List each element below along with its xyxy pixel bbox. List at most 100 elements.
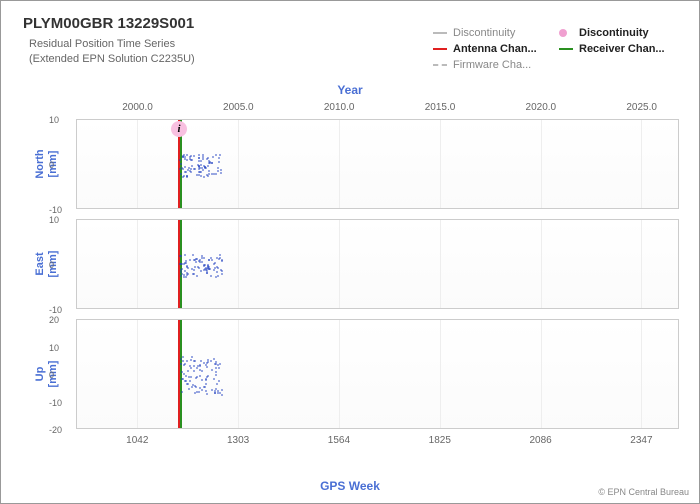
data-point — [186, 272, 188, 274]
data-point — [180, 363, 182, 365]
bottom-axis-title: GPS Week — [320, 479, 380, 493]
data-point — [208, 268, 210, 270]
data-point — [206, 376, 208, 378]
data-point — [193, 155, 195, 157]
data-point — [211, 259, 213, 261]
data-point — [210, 257, 212, 259]
data-point — [189, 365, 191, 367]
data-point — [181, 391, 183, 393]
data-point — [199, 364, 201, 366]
data-point — [191, 165, 193, 167]
data-point — [189, 259, 191, 261]
legend-swatch — [433, 32, 447, 34]
gridline — [137, 120, 138, 208]
subtitle-line1: Residual Position Time Series — [29, 38, 175, 50]
data-point — [200, 360, 202, 362]
chart-title: PLYM00GBR 13229S001 — [23, 15, 194, 32]
legend-label: Discontinuity — [453, 27, 553, 39]
data-point — [185, 262, 187, 264]
xtick-bottom: 1042 — [126, 435, 148, 446]
ytick: -10 — [49, 305, 62, 315]
chart-subtitle: Residual Position Time Series (Extended … — [29, 37, 195, 68]
subtitle-line2: (Extended EPN Solution C2235U) — [29, 53, 195, 65]
legend: DiscontinuityDiscontinuityAntenna Chan..… — [433, 27, 679, 71]
data-point — [190, 155, 192, 157]
data-point — [211, 369, 213, 371]
data-point — [197, 266, 199, 268]
data-point — [199, 375, 201, 377]
gridline — [339, 120, 340, 208]
data-point — [211, 389, 213, 391]
data-point — [207, 361, 209, 363]
data-point — [194, 266, 196, 268]
data-point — [182, 168, 184, 170]
data-point — [182, 360, 184, 362]
gridline — [238, 320, 239, 428]
xtick-top: 2000.0 — [122, 102, 153, 113]
data-point — [218, 157, 220, 159]
panel-east: East [mm] -10010 — [76, 219, 679, 309]
data-point — [207, 265, 209, 267]
data-point — [205, 364, 207, 366]
data-point — [182, 356, 184, 358]
ylabel-east: East [mm] — [34, 234, 60, 294]
data-point — [217, 167, 219, 169]
ytick: 0 — [49, 260, 54, 270]
ytick: 20 — [49, 315, 59, 325]
data-point — [220, 172, 222, 174]
data-point — [215, 154, 217, 156]
data-point — [204, 264, 206, 266]
data-point — [183, 175, 185, 177]
data-point — [184, 380, 186, 382]
plot-area: North [mm] 2000.02005.02010.02015.02020.… — [76, 119, 679, 459]
panel-up: Up [mm] 104213031564182520862347-20-1001… — [76, 319, 679, 429]
xtick-bottom: 1825 — [429, 435, 451, 446]
legend-label: Antenna Chan... — [453, 43, 553, 55]
data-point — [205, 383, 207, 385]
data-point — [200, 270, 202, 272]
data-point — [201, 370, 203, 372]
data-point — [216, 271, 218, 273]
data-point — [193, 365, 195, 367]
data-point — [201, 389, 203, 391]
ytick: 10 — [49, 343, 59, 353]
data-point — [205, 379, 207, 381]
ytick: -10 — [49, 398, 62, 408]
data-point — [207, 165, 209, 167]
data-point — [203, 386, 205, 388]
data-point — [194, 360, 196, 362]
panel-north: North [mm] 2000.02005.02010.02015.02020.… — [76, 119, 679, 209]
legend-swatch — [433, 48, 447, 50]
data-point — [221, 389, 223, 391]
data-point — [180, 163, 182, 165]
data-point — [195, 377, 197, 379]
data-point — [210, 360, 212, 362]
data-point — [213, 173, 215, 175]
data-point — [215, 367, 217, 369]
legend-swatch — [559, 29, 567, 37]
data-point — [190, 376, 192, 378]
data-point — [193, 370, 195, 372]
data-point — [194, 385, 196, 387]
gridline — [541, 320, 542, 428]
data-point — [186, 360, 188, 362]
data-point — [208, 259, 210, 261]
data-point — [210, 275, 212, 277]
gridline — [440, 320, 441, 428]
data-point — [193, 273, 195, 275]
data-point — [217, 275, 219, 277]
data-point — [198, 168, 200, 170]
data-point — [184, 254, 186, 256]
data-point — [186, 154, 188, 156]
top-axis-title: Year — [337, 83, 362, 97]
legend-swatch — [559, 48, 573, 50]
data-point — [200, 164, 202, 166]
data-point — [185, 276, 187, 278]
data-point — [189, 158, 191, 160]
xtick-top: 2020.0 — [526, 102, 557, 113]
data-point — [183, 364, 185, 366]
data-point — [191, 268, 193, 270]
data-point — [213, 378, 215, 380]
xtick-top: 2010.0 — [324, 102, 355, 113]
data-point — [187, 370, 189, 372]
